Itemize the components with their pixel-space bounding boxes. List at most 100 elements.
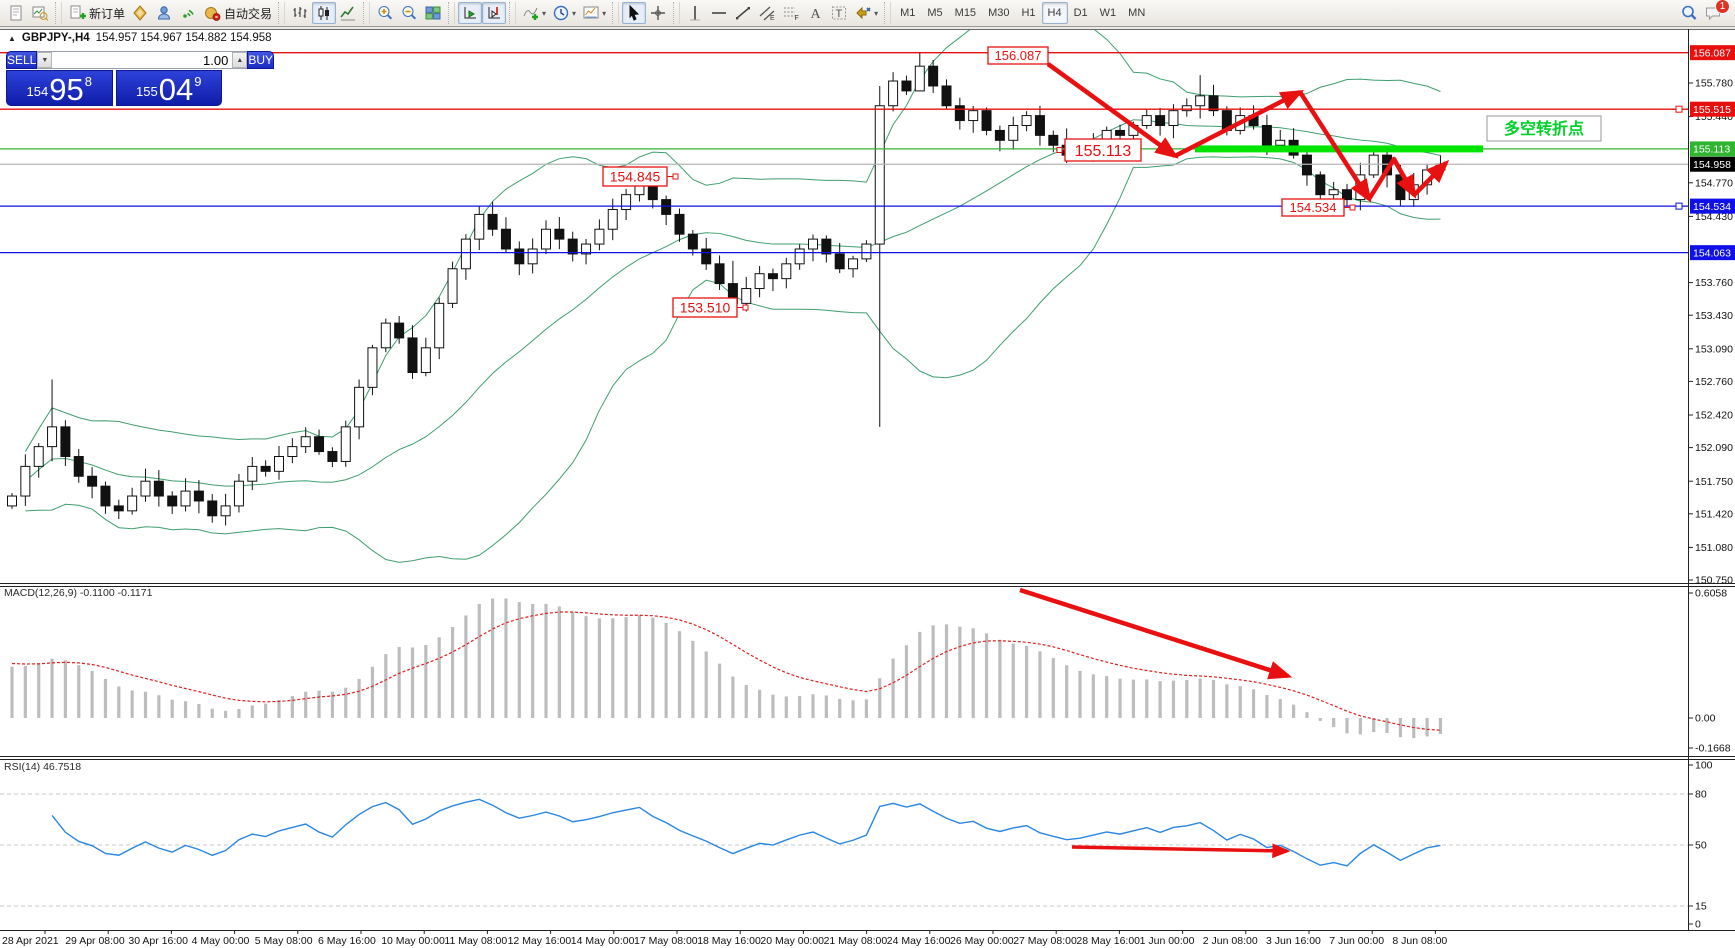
svg-text:155.515: 155.515	[1693, 104, 1731, 116]
svg-text:154.430: 154.430	[1695, 211, 1733, 223]
timeframe-m1[interactable]: M1	[900, 7, 916, 19]
timeframe-w1[interactable]: W1	[1099, 7, 1117, 19]
person-icon	[158, 6, 171, 20]
fibonacci-button[interactable]: F	[779, 2, 803, 24]
svg-text:4 May 00:00: 4 May 00:00	[192, 935, 250, 947]
volume-decrease-button[interactable]: ▼	[37, 52, 53, 68]
candlestick-button[interactable]	[312, 2, 337, 24]
crosshair-button[interactable]	[646, 2, 670, 24]
toolbar-separator	[884, 2, 892, 24]
svg-text:T: T	[836, 8, 843, 20]
timeframe-m5[interactable]: M5	[927, 7, 943, 19]
price-label-156087[interactable]: 156.087	[987, 46, 1049, 65]
support-line-154534-handle[interactable]	[1675, 202, 1683, 210]
zoom-in-button[interactable]	[373, 2, 397, 24]
svg-text:12 May 16:00: 12 May 16:00	[508, 935, 572, 947]
timeframe-d1[interactable]: D1	[1073, 7, 1088, 19]
macd-trend-arrow[interactable]	[1019, 587, 1293, 680]
price-label-155113[interactable]: 155.113	[1056, 138, 1142, 162]
price-label-153510[interactable]: 153.510	[672, 297, 749, 318]
new-order-icon	[70, 5, 86, 19]
toolbar: 新订单 自动交易 ▾ ▾ ▾ E F A T ▾ M1 M5 M15 M30 H1 H4 D1 W1 MN 1	[0, 0, 1735, 27]
timeframe-h1[interactable]: H1	[1021, 7, 1036, 19]
trendline-button[interactable]	[731, 2, 755, 24]
vertical-line-button[interactable]	[683, 2, 707, 24]
line-icon	[340, 6, 356, 21]
trendline-icon	[736, 7, 751, 20]
svg-text:155.113: 155.113	[1075, 143, 1132, 160]
symbol-ohlc: 154.957 154.967 154.882 154.958	[95, 32, 272, 44]
indicators-button[interactable]: ▾	[519, 2, 549, 24]
tile-windows-button[interactable]	[421, 2, 445, 24]
svg-text:1 Jun 00:00: 1 Jun 00:00	[1140, 935, 1195, 947]
autotrade-button[interactable]: 自动交易	[200, 2, 275, 24]
macd-indicator-label: MACD(12,26,9) -0.1100 -0.1171	[4, 587, 153, 599]
svg-text:154.063: 154.063	[1693, 247, 1731, 259]
text-label-button[interactable]: T	[827, 2, 851, 24]
new-order-button[interactable]: 新订单	[65, 2, 128, 24]
sell-price-button[interactable]: 154 95 8	[6, 70, 113, 106]
macd-pane: 0.6058 0.00 -0.1668	[10, 587, 1731, 755]
search-button[interactable]	[1677, 2, 1701, 24]
timeframe-mn[interactable]: MN	[1128, 7, 1146, 19]
svg-text:E: E	[770, 15, 775, 22]
chat-button[interactable]: 1	[1701, 0, 1730, 24]
cursor-button[interactable]	[622, 2, 647, 24]
equidistant-channel-button[interactable]: E	[755, 2, 779, 24]
buy-button[interactable]: BUY	[247, 51, 275, 69]
auto-scroll-button[interactable]	[458, 2, 483, 24]
svg-text:5 May 08:00: 5 May 08:00	[255, 935, 313, 947]
volume-increase-button[interactable]: ▲	[232, 52, 248, 68]
svg-text:152.090: 152.090	[1695, 442, 1733, 454]
svg-text:18 May 16:00: 18 May 16:00	[697, 935, 761, 947]
templates-button[interactable]: ▾	[579, 2, 609, 24]
svg-text:0.00: 0.00	[1695, 713, 1716, 725]
buy-price-button[interactable]: 155 04 9	[115, 70, 222, 106]
svg-text:153.510: 153.510	[680, 300, 731, 316]
rsi-trend-arrow[interactable]	[1071, 843, 1291, 859]
svg-text:14 May 00:00: 14 May 00:00	[571, 935, 635, 947]
svg-text:100: 100	[1695, 760, 1713, 772]
note-label[interactable]: 多空转折点	[1486, 115, 1602, 142]
bar-chart-button[interactable]	[288, 2, 312, 24]
toolbar-separator	[448, 2, 456, 24]
data-window-button[interactable]	[152, 2, 176, 24]
profiles-button[interactable]	[28, 2, 52, 24]
horizontal-line-button[interactable]	[707, 2, 731, 24]
new-chart-button[interactable]	[4, 2, 28, 24]
svg-text:150.750: 150.750	[1695, 575, 1733, 587]
periods-button[interactable]: ▾	[549, 2, 579, 24]
price-axis: 155.780155.440154.770154.430153.760153.4…	[1688, 45, 1735, 587]
collapse-panel-icon[interactable]: ▲	[8, 33, 16, 43]
svg-text:17 May 08:00: 17 May 08:00	[634, 935, 698, 947]
shift-icon	[488, 7, 501, 19]
notification-badge: 1	[1715, 0, 1730, 14]
trend-arrows[interactable]	[1046, 62, 1450, 203]
svg-text:154.534: 154.534	[1290, 200, 1337, 215]
chart-shift-button[interactable]	[482, 2, 507, 24]
signals-button[interactable]	[176, 2, 200, 24]
price-label-154845[interactable]: 154.845	[602, 166, 679, 187]
zoom-out-button[interactable]	[397, 2, 421, 24]
sell-button[interactable]: SELL	[6, 51, 38, 69]
svg-text:80: 80	[1695, 789, 1707, 801]
arrows-button[interactable]: ▾	[851, 2, 881, 24]
indicator-icon	[523, 7, 539, 20]
candles-icon	[318, 6, 330, 20]
timeframe-m15[interactable]: M15	[954, 7, 977, 19]
timeframe-m30[interactable]: M30	[988, 7, 1010, 19]
clock-icon	[553, 5, 569, 21]
svg-text:151.080: 151.080	[1695, 542, 1733, 554]
text-button[interactable]: A	[803, 2, 827, 24]
price-label-154534[interactable]: 154.534	[1281, 198, 1356, 217]
resistance-line-155515-handle[interactable]	[1675, 105, 1683, 113]
symbol-header: ▲ GBPJPY-,H4 154.957 154.967 154.882 154…	[8, 32, 272, 44]
volume-input[interactable]	[52, 52, 233, 68]
svg-text:153.090: 153.090	[1695, 343, 1733, 355]
hline-icon	[712, 12, 727, 14]
market-watch-button[interactable]	[128, 2, 152, 24]
timeframe-h4[interactable]: H4	[1041, 2, 1068, 24]
gold-icon	[133, 5, 147, 21]
line-chart-button[interactable]	[336, 2, 360, 24]
arrows-icon	[856, 6, 871, 20]
